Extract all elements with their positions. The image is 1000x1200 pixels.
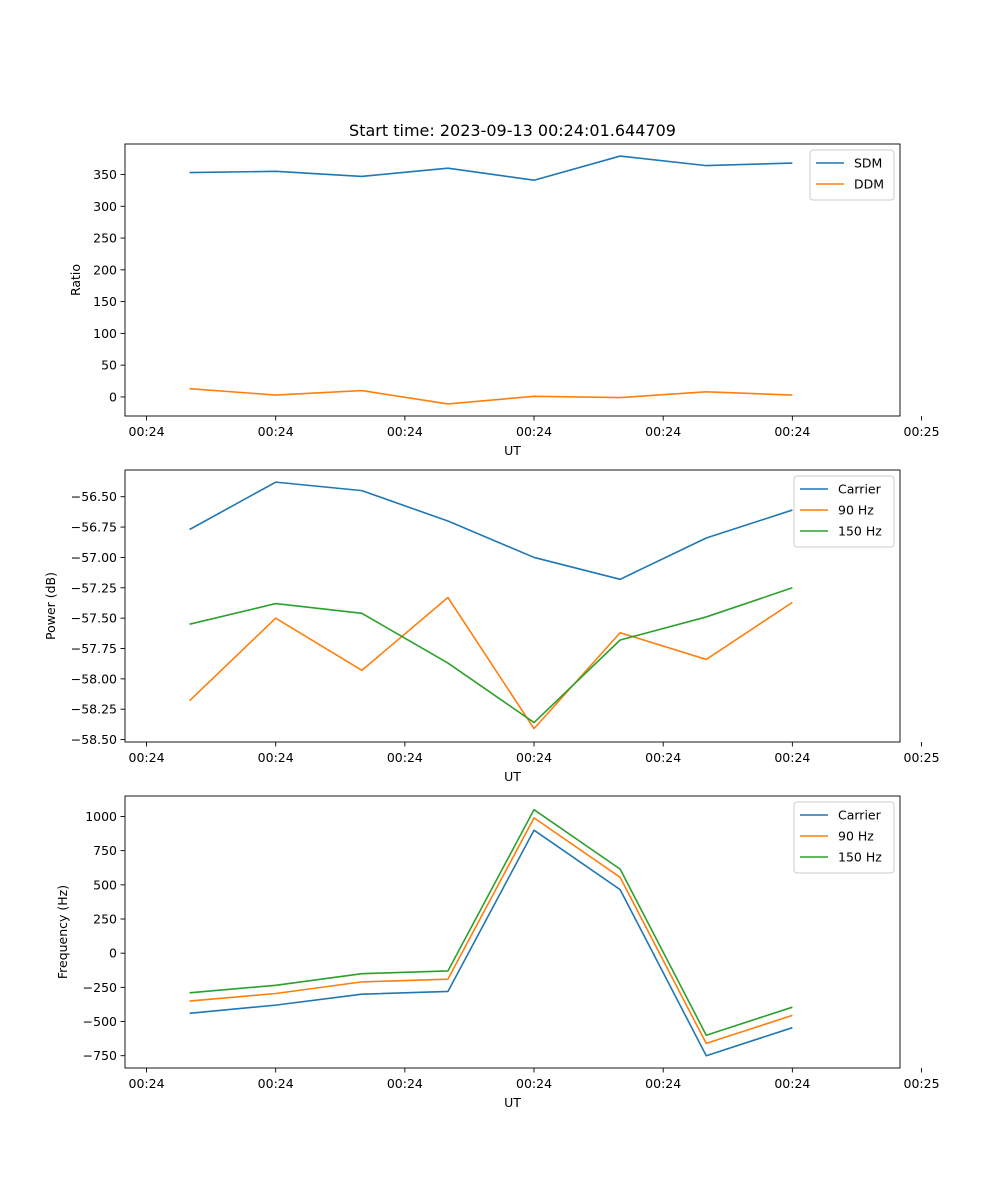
legend-label: DDM <box>854 177 884 192</box>
x-tick-label: 00:25 <box>904 750 940 765</box>
legend: Carrier 90 Hz 150 Hz <box>793 475 895 548</box>
chart-panel-3: 00:24 00:24 00:24 00:24 00:24 00:24 00:25 −750 −… <box>55 795 940 1110</box>
x-tick-label: 00:24 <box>387 750 423 765</box>
legend-label: Carrier <box>838 482 882 497</box>
y-tick-label: 750 <box>93 843 117 858</box>
x-tick-label: 00:24 <box>516 424 552 439</box>
x-tick-label: 00:24 <box>129 424 165 439</box>
x-tick-label: 00:24 <box>516 750 552 765</box>
x-tick-label: 00:25 <box>904 1076 940 1091</box>
y-tick-label: −57.75 <box>71 641 117 656</box>
y-tick-label: 100 <box>93 326 117 341</box>
chart-panel-1: 00:24 00:24 00:24 00:24 00:24 00:24 00:25 0 50 10… <box>68 143 940 458</box>
y-tick-label: −500 <box>83 1014 117 1029</box>
y-axis-label: Power (dB) <box>43 572 58 640</box>
x-tick-label: 00:24 <box>258 750 294 765</box>
y-tick-label: −57.50 <box>71 611 117 626</box>
legend-label: 150 Hz <box>838 524 882 539</box>
legend-label: SDM <box>854 156 882 171</box>
y-tick-label: 50 <box>101 358 117 373</box>
legend-box <box>793 801 895 874</box>
legend-label: 90 Hz <box>838 503 874 518</box>
y-tick-label: −58.25 <box>71 702 117 717</box>
series-line-150-hz <box>189 808 793 1036</box>
x-axis-label: UT <box>504 769 521 784</box>
y-axis-label: Frequency (Hz) <box>55 885 70 979</box>
figure-title: Start time: 2023-09-13 00:24:01.644709 <box>349 121 676 140</box>
y-tick-label: 350 <box>93 167 117 182</box>
x-tick-label: 00:24 <box>774 1076 810 1091</box>
x-axis-label: UT <box>504 1095 521 1110</box>
y-tick-label: −56.75 <box>71 520 117 535</box>
y-tick-label: 1000 <box>85 809 117 824</box>
series-line-90-hz <box>189 817 793 1045</box>
x-axis-label: UT <box>504 443 521 458</box>
y-axis-label: Ratio <box>68 264 83 296</box>
y-tick-label: 300 <box>93 199 117 214</box>
x-tick-label: 00:25 <box>904 424 940 439</box>
series-line-150-hz <box>189 587 793 724</box>
axes-frame <box>124 795 901 1069</box>
y-tick-label: 0 <box>109 946 117 961</box>
legend-label: 90 Hz <box>838 829 874 844</box>
x-tick-label: 00:24 <box>129 750 165 765</box>
axes-frame <box>124 469 901 743</box>
y-tick-label: −750 <box>83 1048 117 1063</box>
y-tick-label: −57.25 <box>71 580 117 595</box>
y-tick-label: −58.50 <box>71 732 117 747</box>
series-line-carrier <box>189 829 793 1057</box>
chart-panel-2: 00:24 00:24 00:24 00:24 00:24 00:24 00:25 −58.5… <box>43 469 940 784</box>
legend: SDM DDM <box>809 149 895 201</box>
y-tick-label: −57.00 <box>71 550 117 565</box>
x-tick-label: 00:24 <box>645 1076 681 1091</box>
legend-label: 150 Hz <box>838 850 882 865</box>
x-tick-label: 00:24 <box>774 750 810 765</box>
legend-label: Carrier <box>838 808 882 823</box>
series-line-ddm <box>189 387 793 405</box>
y-tick-label: 250 <box>93 912 117 927</box>
x-tick-label: 00:24 <box>645 750 681 765</box>
x-tick-label: 00:24 <box>387 424 423 439</box>
y-tick-label: 150 <box>93 294 117 309</box>
y-tick-label: −58.00 <box>71 671 117 686</box>
x-tick-label: 00:24 <box>258 424 294 439</box>
x-tick-label: 00:24 <box>129 1076 165 1091</box>
y-tick-label: 250 <box>93 231 117 246</box>
y-tick-label: 0 <box>109 389 117 404</box>
x-tick-label: 00:24 <box>258 1076 294 1091</box>
x-tick-label: 00:24 <box>774 424 810 439</box>
series-line-sdm <box>189 155 793 182</box>
y-tick-label: 500 <box>93 877 117 892</box>
x-tick-label: 00:24 <box>387 1076 423 1091</box>
legend: Carrier 90 Hz 150 Hz <box>793 801 895 874</box>
x-tick-label: 00:24 <box>645 424 681 439</box>
y-tick-label: −56.50 <box>71 489 117 504</box>
y-tick-label: 200 <box>93 262 117 277</box>
series-line-90-hz <box>189 596 793 730</box>
axes-frame <box>124 143 901 417</box>
y-tick-label: −250 <box>83 980 117 995</box>
x-tick-label: 00:24 <box>516 1076 552 1091</box>
legend-box <box>793 475 895 548</box>
series-line-carrier <box>189 481 793 581</box>
